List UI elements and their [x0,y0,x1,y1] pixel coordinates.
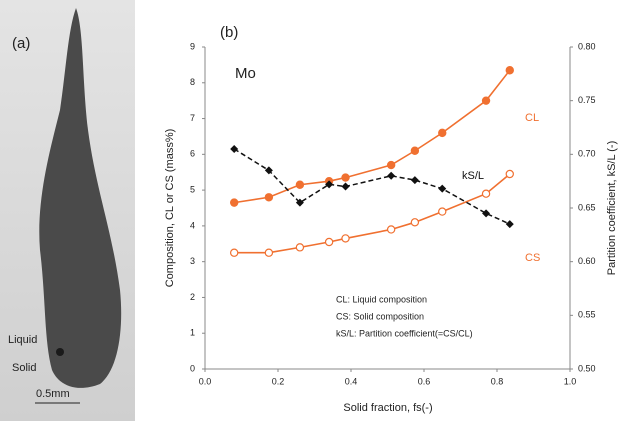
marker [387,172,395,180]
y-tick-label: 2 [190,292,195,302]
series-line [234,70,510,202]
y-axis-title: Composition, CL or CS (mass%) [164,129,176,288]
chart-title: (b) [220,24,238,41]
y-tick-label: 3 [190,256,195,266]
series-line [234,149,510,224]
y2-axis-title: Partition coefficient, kS/L (-) [606,141,618,276]
marker [265,249,272,256]
y2-tick-label: 0.50 [578,363,596,373]
series-label: CL [525,112,539,124]
y-tick-label: 8 [190,77,195,87]
y-tick-label: 0 [190,363,195,373]
marker [482,209,490,217]
series-label: kS/L [462,170,484,182]
marker [296,244,303,251]
panel-label: (a) [12,35,30,52]
marker [482,97,489,104]
marker [411,147,418,154]
x-tick-label: 0.0 [199,376,212,386]
marker [265,194,272,201]
marker [388,226,395,233]
y-tick-label: 5 [190,184,195,194]
y2-tick-label: 0.60 [578,256,596,266]
marker [231,249,238,256]
y-tick-label: 1 [190,328,195,338]
figure: (a) Liquid Solid 0.5mm (b) Mo Solid frac… [0,0,628,421]
x-tick-label: 0.2 [272,376,285,386]
marker [438,185,446,193]
marker [342,235,349,242]
marker [506,170,513,177]
marker [388,161,395,168]
x-tick-label: 0.8 [491,376,504,386]
marker [411,219,418,226]
marker [411,176,419,184]
liquid-label: Liquid [8,334,37,346]
marker [506,220,514,228]
y2-tick-label: 0.70 [578,149,596,159]
solid-label: Solid [12,362,36,374]
y-tick-label: 6 [190,149,195,159]
marker [342,174,349,181]
marker [326,238,333,245]
note: CS: Solid composition [336,311,424,321]
x-tick-label: 0.6 [418,376,431,386]
annotation: Mo [235,65,256,82]
marker [439,129,446,136]
marker [296,181,303,188]
page: (a) Liquid Solid 0.5mm (b) Mo Solid frac… [0,0,628,426]
y2-tick-label: 0.75 [578,95,596,105]
scale-label: 0.5mm [36,388,70,400]
marker [482,190,489,197]
y-tick-label: 7 [190,113,195,123]
x-tick-label: 1.0 [564,376,577,386]
series-line [234,174,510,253]
y-tick-label: 9 [190,41,195,51]
micrograph-spot [56,348,64,356]
y2-tick-label: 0.55 [578,310,596,320]
y-tick-label: 4 [190,220,195,230]
note: kS/L: Partition coefficient(=CS/CL) [336,328,473,338]
x-tick-label: 0.4 [345,376,358,386]
y2-tick-label: 0.65 [578,202,596,212]
series-label: CS [525,252,540,264]
marker [230,145,238,153]
marker [439,208,446,215]
x-axis-title: Solid fraction, fs(-) [343,402,432,414]
y2-tick-label: 0.80 [578,41,596,51]
marker [231,199,238,206]
note: CL: Liquid composition [336,294,427,304]
marker [342,183,350,191]
marker [506,67,513,74]
